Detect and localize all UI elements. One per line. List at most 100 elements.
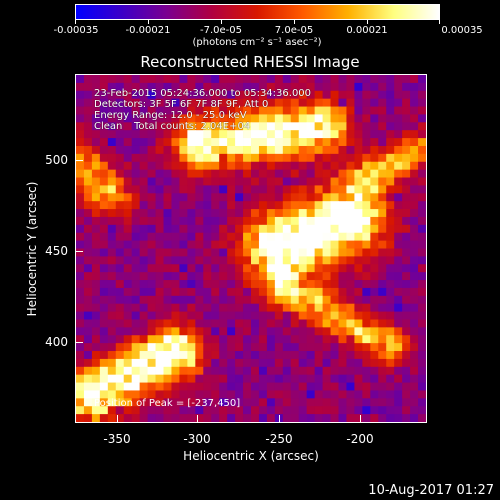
image-pixel <box>219 264 228 273</box>
image-pixel <box>235 272 244 281</box>
image-pixel <box>243 209 252 218</box>
image-pixel <box>330 114 339 123</box>
image-pixel <box>115 374 125 383</box>
image-pixel <box>123 82 133 92</box>
energy-range-text: Energy Range: 12.0 - 25.0 keV <box>94 110 247 121</box>
image-pixel <box>258 145 268 155</box>
image-pixel <box>171 145 180 155</box>
image-pixel <box>354 335 363 344</box>
image-pixel <box>115 358 125 368</box>
image-pixel <box>251 398 260 407</box>
image-pixel <box>227 90 236 100</box>
image-pixel <box>418 232 426 242</box>
image-pixel <box>370 98 379 107</box>
image-pixel <box>258 232 268 242</box>
image-pixel <box>338 366 347 376</box>
image-pixel <box>410 280 419 289</box>
image-pixel <box>418 280 426 289</box>
image-pixel <box>211 382 220 391</box>
image-pixel <box>251 90 260 100</box>
image-pixel <box>402 351 411 360</box>
image-pixel <box>386 185 395 194</box>
image-pixel <box>235 193 244 202</box>
image-pixel <box>107 382 117 391</box>
image-pixel <box>330 169 339 178</box>
image-pixel <box>306 335 316 344</box>
image-pixel <box>171 303 180 312</box>
image-pixel <box>386 311 395 320</box>
image-pixel <box>219 335 228 344</box>
image-pixel <box>330 177 339 186</box>
image-pixel <box>195 240 204 249</box>
image-pixel <box>227 319 236 328</box>
image-pixel <box>83 209 93 218</box>
image-pixel <box>362 272 371 281</box>
image-pixel <box>274 193 284 202</box>
image-pixel <box>418 240 426 249</box>
image-pixel <box>219 209 228 218</box>
image-pixel <box>115 366 125 376</box>
image-pixel <box>171 138 180 147</box>
image-pixel <box>298 122 308 131</box>
image-pixel <box>155 374 164 383</box>
image-pixel <box>243 280 252 289</box>
image-pixel <box>227 303 236 312</box>
image-pixel <box>418 161 426 171</box>
image-pixel <box>235 224 244 234</box>
image-pixel <box>251 366 260 376</box>
image-pixel <box>203 264 212 273</box>
image-pixel <box>330 153 339 163</box>
image-pixel <box>314 145 323 155</box>
image-pixel <box>76 98 85 107</box>
image-pixel <box>163 138 172 147</box>
image-pixel <box>314 224 323 234</box>
image-pixel <box>386 366 395 376</box>
image-pixel <box>322 311 331 320</box>
image-pixel <box>290 343 300 352</box>
image-pixel <box>91 122 101 131</box>
image-pixel <box>203 209 212 218</box>
image-pixel <box>219 216 228 226</box>
image-pixel <box>298 114 308 123</box>
image-pixel <box>195 177 204 186</box>
image-pixel <box>274 114 284 123</box>
image-pixel <box>418 90 426 100</box>
image-pixel <box>290 193 300 202</box>
image-pixel <box>378 327 387 336</box>
image-pixel <box>76 414 85 422</box>
image-pixel <box>338 358 347 368</box>
image-pixel <box>123 177 133 186</box>
image-pixel <box>147 177 156 186</box>
image-pixel <box>83 106 93 115</box>
image-pixel <box>282 75 292 84</box>
image-pixel <box>266 303 276 312</box>
image-pixel <box>410 161 419 171</box>
image-pixel <box>235 177 244 186</box>
image-pixel <box>203 351 212 360</box>
image-pixel <box>219 272 228 281</box>
image-pixel <box>99 161 109 171</box>
colorbar-tick <box>221 20 222 24</box>
image-pixel <box>386 193 395 202</box>
image-pixel <box>338 82 347 92</box>
image-pixel <box>107 343 117 352</box>
image-pixel <box>187 406 196 415</box>
image-pixel <box>282 311 292 320</box>
image-pixel <box>298 272 308 281</box>
image-pixel <box>386 272 395 281</box>
plot-title: Reconstructed RHESSI Image <box>140 53 360 71</box>
image-pixel <box>99 75 109 84</box>
image-pixel <box>306 311 316 320</box>
image-pixel <box>338 382 347 391</box>
image-pixel <box>147 272 156 281</box>
image-pixel <box>76 295 85 305</box>
image-pixel <box>346 106 355 115</box>
image-pixel <box>179 161 188 171</box>
image-pixel <box>354 327 363 336</box>
image-pixel <box>163 161 172 171</box>
image-pixel <box>219 287 228 297</box>
image-pixel <box>219 90 228 100</box>
image-pixel <box>107 335 117 344</box>
image-pixel <box>402 82 411 92</box>
image-pixel <box>346 193 355 202</box>
